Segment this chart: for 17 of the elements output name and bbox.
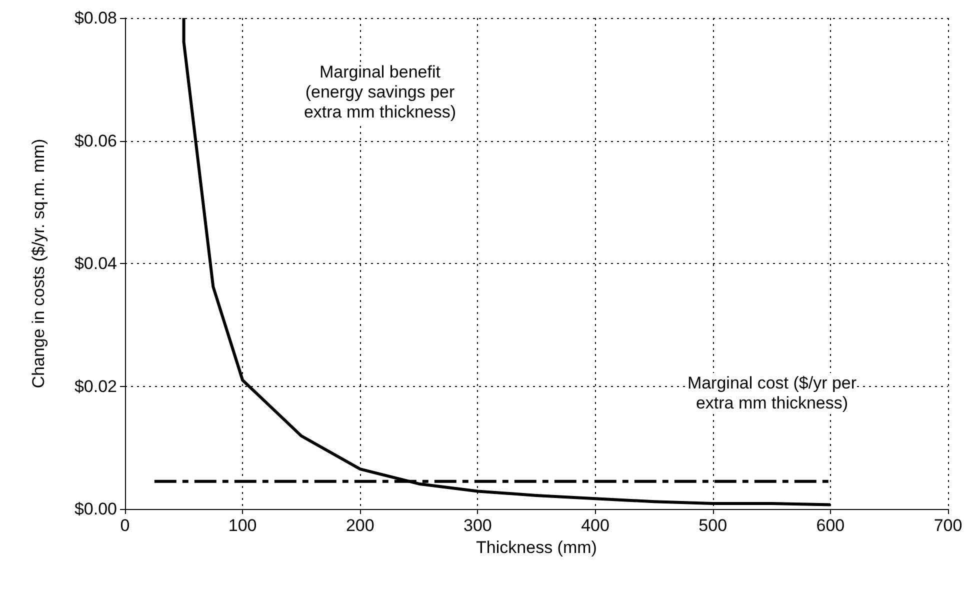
x-tick-label: 700 <box>934 516 962 535</box>
y-tick-label: $0.00 <box>74 500 117 518</box>
annotation: Marginal cost ($/yr per extra mm thickness) <box>687 374 857 412</box>
x-tick-label: 0 <box>120 516 130 535</box>
x-tick-label: 600 <box>816 516 845 535</box>
x-axis-title: Thickness (mm) <box>476 538 597 557</box>
annotation: Marginal benefit (energy savings per extra mm thickness) <box>304 62 456 122</box>
x-tick-label: 500 <box>698 516 728 535</box>
y-axis-title: Change in costs ($/yr. sq.m. mm) <box>29 138 48 388</box>
x-tick-label: 300 <box>464 516 492 535</box>
x-tick-label: 100 <box>228 516 257 535</box>
y-tick-label: $0.04 <box>74 254 117 273</box>
y-tick-label: $0.06 <box>74 131 117 150</box>
x-tick-label: 200 <box>346 516 374 535</box>
x-tick-label: 400 <box>581 516 610 535</box>
y-tick-label: $0.02 <box>74 376 117 396</box>
y-tick-label: $0.08 <box>74 8 117 28</box>
